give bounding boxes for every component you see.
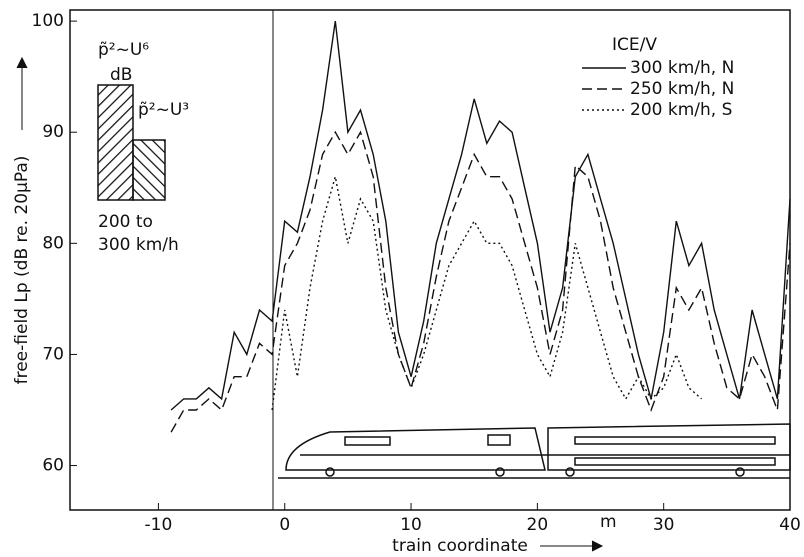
inset-label: p̃²~U⁶ bbox=[98, 40, 149, 60]
legend-label: 300 km/h, N bbox=[630, 58, 734, 78]
chart: dB p̃²~U⁶ p̃²~U³ 200 to 300 km/h m train… bbox=[0, 0, 804, 557]
legend-label: 250 km/h, N bbox=[630, 79, 734, 99]
x-tick-label: 40 bbox=[779, 515, 801, 535]
y-arrow bbox=[17, 58, 27, 130]
inset-label: p̃²~U³ bbox=[138, 100, 189, 120]
y-tick-label: 70 bbox=[42, 344, 64, 364]
x-tick-label: 30 bbox=[653, 515, 675, 535]
train-drawing bbox=[278, 424, 790, 478]
series-line bbox=[171, 132, 790, 432]
y-tick-label: 100 bbox=[32, 11, 64, 31]
y-tick-label: 60 bbox=[42, 456, 64, 476]
series-line bbox=[272, 177, 701, 410]
inset-unit: dB bbox=[110, 65, 132, 85]
x-tick-label: -10 bbox=[145, 515, 173, 535]
x-unit: m bbox=[600, 512, 617, 532]
x-axis-label: train coordinate bbox=[392, 536, 528, 556]
x-tick-label: 20 bbox=[527, 515, 549, 535]
inset-label: 200 to bbox=[98, 212, 153, 232]
x-arrow bbox=[540, 541, 602, 551]
y-axis-label: free-field Lp (dB re. 20µPa) bbox=[12, 156, 32, 385]
x-tick-label: 10 bbox=[400, 515, 422, 535]
legend-title: ICE/V bbox=[612, 35, 657, 55]
x-tick-label: 0 bbox=[279, 515, 290, 535]
y-tick-label: 80 bbox=[42, 233, 64, 253]
legend-label: 200 km/h, S bbox=[630, 100, 732, 120]
y-tick-label: 90 bbox=[42, 122, 64, 142]
inset-label: 300 km/h bbox=[98, 235, 179, 255]
